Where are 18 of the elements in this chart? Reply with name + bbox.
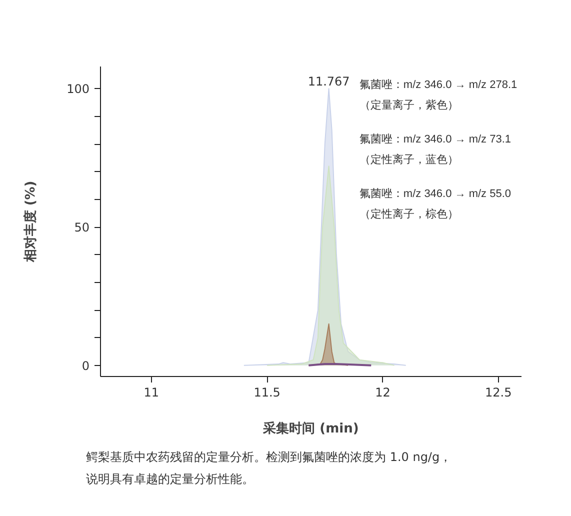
annotation: 11.767 <box>308 74 350 89</box>
x-axis-title: 采集时间 (min) <box>262 420 359 436</box>
x-tick-label: 12.5 <box>485 386 512 400</box>
y-tick-label: 0 <box>82 358 90 373</box>
x-tick-label: 11 <box>144 386 160 400</box>
text: 说明具有卓越的定量分析性能。 <box>86 472 254 486</box>
y-tick-label: 100 <box>66 82 90 96</box>
annotation: （定性离子，蓝色） <box>359 153 458 166</box>
x-tick-label: 11.5 <box>254 386 280 400</box>
annotation: 氟菌唑：m/z 346.0 → m/z 55.0 <box>359 187 512 200</box>
y-tick-label: 50 <box>74 220 90 235</box>
annotation: 氟菌唑：m/z 346.0 → m/z 73.1 <box>359 132 512 146</box>
annotation: （定量离子，紫色） <box>359 98 458 112</box>
y-axis-title: 相对丰度 (%) <box>22 180 39 264</box>
annotation: 氟菌唑：m/z 346.0 → m/z 278.1 <box>359 78 518 92</box>
x-tick-label: 12 <box>375 386 390 400</box>
text: 鳄梨基质中农药残留的定量分析。检测到氟菌唑的浓度为 1.0 ng/g， <box>86 450 452 464</box>
annotation: （定性离子，棕色） <box>359 208 458 221</box>
